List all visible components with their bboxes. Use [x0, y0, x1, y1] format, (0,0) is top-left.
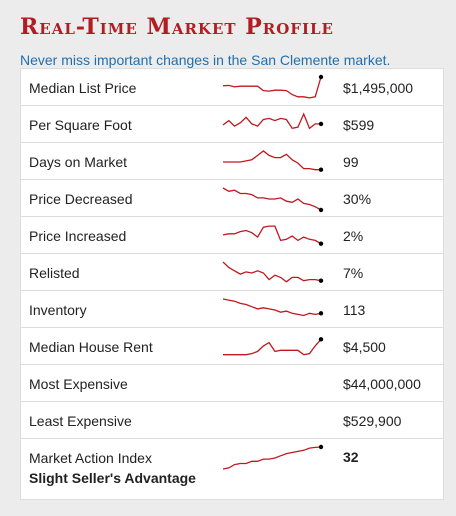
- stat-value: 113: [343, 302, 366, 318]
- stat-row-market-action-index: Market Action Index Slight Seller's Adva…: [21, 439, 443, 496]
- stat-value: $44,000,000: [343, 376, 421, 392]
- stat-row-least-expensive: Least Expensive $529,900: [21, 402, 443, 439]
- sparkline: [222, 298, 324, 317]
- sparkline-endpoint: [318, 167, 324, 172]
- widget-subtitle[interactable]: Never miss important changes in the San …: [20, 52, 391, 68]
- stat-row-days-on-market: Days on Market 99: [21, 143, 443, 180]
- market-condition-label: Slight Seller's Advantage: [29, 470, 196, 486]
- market-stats-table: Median List Price $1,495,000 Per Square …: [20, 68, 444, 500]
- stat-row-median-house-rent: Median House Rent $4,500: [21, 328, 443, 365]
- sparkline-trend: [223, 150, 321, 171]
- sparkline: [222, 187, 324, 213]
- stat-row-most-expensive: Most Expensive $44,000,000: [21, 365, 443, 402]
- sparkline-trend: [222, 261, 322, 283]
- stat-row-price-increased: Price Increased 2%: [21, 217, 443, 254]
- stat-value: $4,500: [343, 339, 386, 355]
- stat-row-per-square-foot: Per Square Foot $599: [21, 106, 443, 143]
- sparkline-endpoint: [318, 444, 324, 450]
- sparkline-endpoint: [318, 278, 324, 283]
- stat-value: $1,495,000: [343, 80, 414, 96]
- market-action-index-value: 32: [343, 449, 359, 465]
- stat-label: Median House Rent: [29, 339, 153, 355]
- stat-label: Price Decreased: [29, 191, 133, 207]
- stat-row-inventory: Inventory 113: [21, 291, 443, 328]
- sparkline: [222, 444, 324, 470]
- stat-value: $529,900: [343, 413, 402, 429]
- sparkline-trend: [223, 338, 322, 356]
- sparkline: [223, 337, 324, 356]
- sparkline: [222, 112, 324, 130]
- stat-value: 7%: [343, 265, 364, 281]
- stat-label: Inventory: [29, 302, 87, 318]
- stat-value: $599: [343, 117, 375, 133]
- sparkline-endpoint: [318, 121, 324, 127]
- sparkline-endpoint: [318, 74, 324, 80]
- stat-row-price-decreased: Price Decreased 30%: [21, 180, 443, 217]
- stat-row-median-list-price: Median List Price $1,495,000: [21, 69, 443, 106]
- stat-label: Most Expensive: [29, 376, 128, 392]
- stat-label: Price Increased: [29, 228, 127, 244]
- sparkline-trend: [222, 112, 321, 130]
- stat-label: Relisted: [29, 265, 80, 281]
- sparkline-trend: [222, 76, 322, 99]
- sparkline-trend: [222, 225, 322, 245]
- sparkline-trend: [222, 446, 322, 470]
- sparkline: [222, 225, 324, 246]
- sparkline: [223, 150, 324, 172]
- sparkline-endpoint: [318, 311, 324, 316]
- sparkline-endpoint: [318, 241, 324, 246]
- sparkline-endpoint: [318, 207, 324, 213]
- sparkline-trend: [222, 298, 322, 317]
- stat-value: 99: [343, 154, 359, 170]
- stat-label: Median List Price: [29, 80, 137, 96]
- stat-label: Per Square Foot: [29, 117, 132, 133]
- market-profile-widget: Real-Time Market Profile Never miss impo…: [8, 6, 444, 500]
- stat-label: Market Action Index: [29, 450, 152, 466]
- sparkline: [222, 261, 324, 283]
- stat-row-relisted: Relisted 7%: [21, 254, 443, 291]
- stat-value: 2%: [343, 228, 364, 244]
- sparkline-trend: [222, 187, 322, 211]
- sparkline: [222, 74, 324, 99]
- sparkline-endpoint: [318, 337, 324, 342]
- widget-title: Real-Time Market Profile: [20, 14, 334, 40]
- stat-label: Days on Market: [29, 154, 128, 170]
- stat-label: Least Expensive: [29, 413, 132, 429]
- stat-value: 30%: [343, 191, 372, 207]
